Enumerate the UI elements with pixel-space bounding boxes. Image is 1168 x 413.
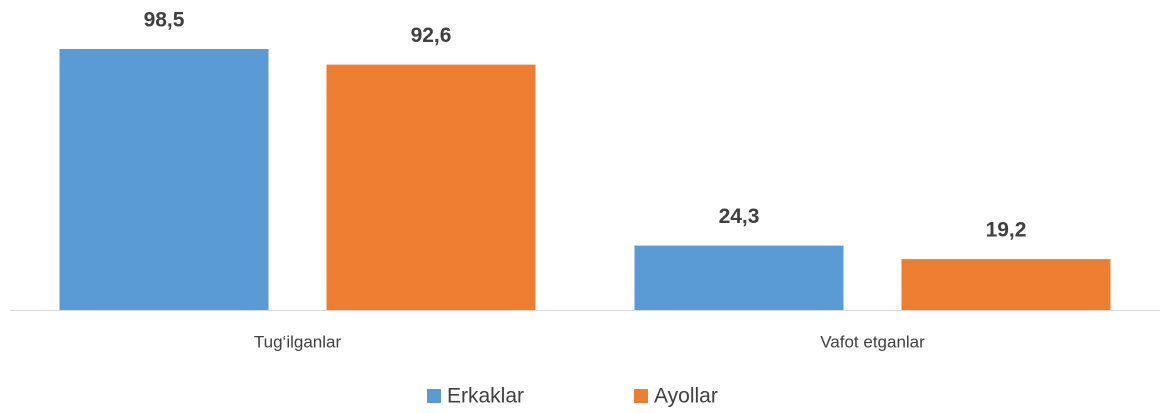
bar — [634, 245, 844, 310]
bar — [326, 64, 536, 310]
x-tick-label: Vafot etganlar — [820, 332, 925, 351]
x-tick-label: Tug‘ilganlar — [254, 332, 342, 351]
bar — [59, 48, 269, 310]
legend-swatch — [634, 389, 649, 403]
value-label: 24,3 — [719, 205, 760, 228]
legend-swatch — [427, 389, 441, 403]
legend-label: Ayollar — [654, 385, 718, 408]
legend-label: Erkaklar — [447, 385, 524, 408]
bar — [901, 259, 1111, 310]
value-label: 98,5 — [144, 9, 185, 32]
value-label: 92,6 — [411, 24, 452, 47]
value-label: 19,2 — [986, 219, 1027, 242]
